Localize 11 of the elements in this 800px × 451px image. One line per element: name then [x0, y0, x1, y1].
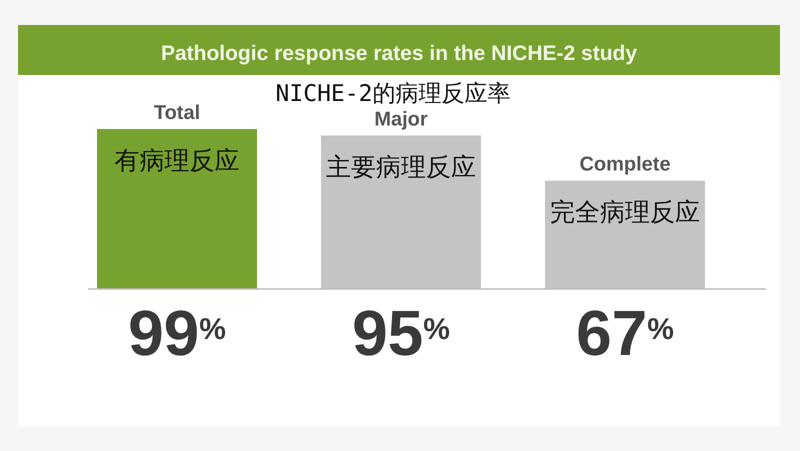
x-tick-label: Total — [154, 102, 200, 124]
chart-title: Pathologic response rates in the NICHE-2 study — [160, 42, 638, 65]
x-tick-label: Major — [374, 108, 428, 130]
x-tick-label: Complete — [579, 154, 671, 176]
data-label: 95$^{%}$ — [352, 297, 450, 369]
annotation: 完全病理反应 — [550, 198, 700, 227]
chart-subtitle: NICHE-2的病理反应率 — [276, 81, 510, 107]
data-label: 99$^{%}$ — [128, 297, 226, 369]
data-label: 67$^{%}$ — [576, 297, 674, 369]
annotation: 有病理反应 — [114, 147, 240, 175]
annotation: 主要病理反应 — [326, 153, 476, 182]
